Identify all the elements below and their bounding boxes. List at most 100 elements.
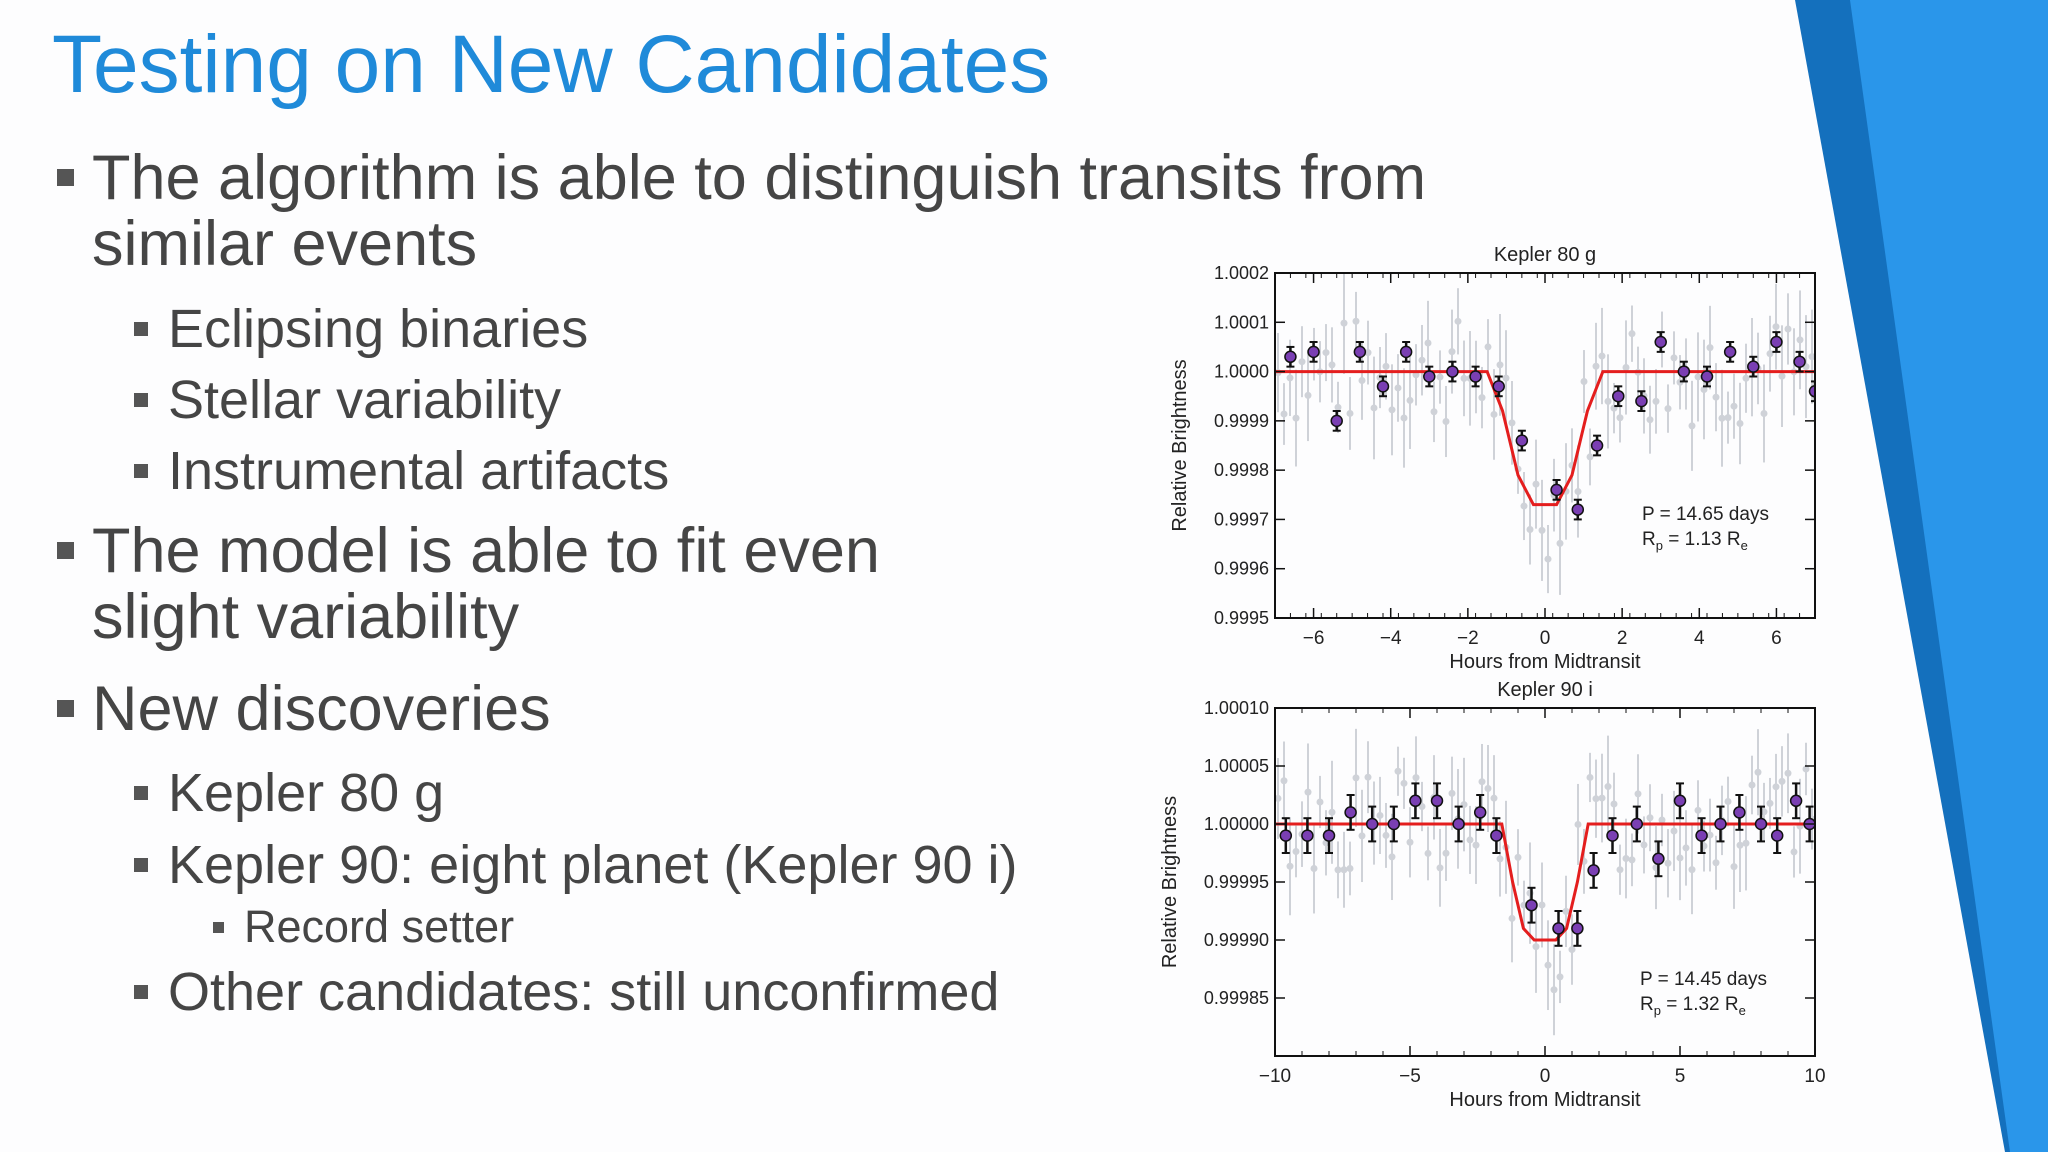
annotation-text: R [1640, 994, 1654, 1015]
y-tick-label: 0.9996 [1214, 559, 1269, 579]
bullet-text: similar events [92, 209, 478, 279]
bullet-text: slight variability [92, 582, 520, 652]
binned-point [1747, 360, 1760, 373]
annotation-text: R [1642, 529, 1656, 550]
raw-point [1352, 774, 1360, 782]
bullet-level1: The algorithm is able to distinguish tra… [57, 143, 1427, 279]
raw-point [1790, 848, 1798, 856]
raw-point [1550, 986, 1558, 994]
binned-point [1714, 817, 1727, 831]
raw-point [1580, 377, 1588, 385]
raw-point [1676, 854, 1684, 862]
raw-point [1364, 349, 1372, 357]
binned-point [1473, 806, 1487, 819]
y-tick-label: 0.9997 [1214, 509, 1269, 529]
binned-point [1673, 794, 1687, 808]
raw-point [1520, 502, 1528, 510]
bullet-text: The algorithm is able to distinguish tra… [92, 143, 1427, 213]
raw-point [1556, 973, 1564, 981]
raw-point [1364, 773, 1372, 781]
bullet-square-icon [213, 922, 224, 933]
binned-point [1635, 394, 1648, 408]
raw-point [1712, 859, 1720, 867]
raw-point [1304, 788, 1312, 796]
raw-point [1604, 397, 1612, 405]
x-tick-label: 2 [1617, 628, 1628, 649]
binned-point [1409, 794, 1422, 808]
binned-point [1571, 503, 1585, 516]
bullet-level2: Kepler 80 g [134, 764, 444, 822]
bullet-square-icon [57, 542, 74, 559]
binned-point [1322, 829, 1336, 842]
raw-point [1622, 855, 1630, 863]
raw-point [1778, 372, 1786, 380]
raw-point [1574, 488, 1582, 496]
raw-point [1496, 855, 1504, 863]
binned-point [1770, 829, 1784, 842]
raw-point [1526, 526, 1534, 534]
bullet-text: New discoveries [92, 674, 551, 744]
annotation-text: = 1.32 R [1661, 994, 1739, 1015]
raw-point [1724, 414, 1732, 422]
binned-point [1789, 794, 1803, 808]
bullet-square-icon [57, 169, 74, 186]
slide-title: Testing on New Candidates [52, 19, 1051, 110]
raw-point [1388, 406, 1396, 414]
binned-point [1733, 806, 1746, 819]
raw-point [1730, 863, 1738, 871]
x-tick-label: −6 [1303, 628, 1325, 649]
x-tick-label: 0 [1540, 628, 1551, 649]
raw-point [1652, 397, 1660, 405]
raw-point [1598, 794, 1606, 802]
chart-kepler-90i: −10 −5 0 5 10 1.00010 1.00005 1.00000 0.99995 0.9… [1159, 680, 1826, 1111]
raw-point [1394, 384, 1402, 392]
raw-point [1310, 865, 1318, 873]
annotation-subscript: e [1741, 538, 1748, 553]
raw-point [1700, 385, 1708, 393]
raw-point [1436, 864, 1444, 872]
raw-point [1592, 362, 1600, 370]
binned-point [1630, 817, 1644, 831]
raw-point [1430, 408, 1438, 416]
raw-point [1490, 410, 1498, 418]
raw-point [1478, 778, 1486, 786]
raw-point [1382, 362, 1390, 370]
plot-area [1275, 273, 1815, 595]
y-tick-label: 0.9995 [1214, 608, 1269, 628]
chart-title: Kepler 80 g [1494, 244, 1596, 266]
raw-point [1742, 374, 1750, 382]
raw-point [1286, 862, 1294, 870]
annotation-radius: Rp = 1.13 Re [1642, 529, 1748, 553]
bullet-square-icon [134, 786, 148, 800]
raw-point [1322, 349, 1330, 357]
binned-point [1793, 355, 1806, 368]
raw-point [1424, 849, 1432, 857]
raw-point [1646, 416, 1654, 424]
raw-point [1538, 901, 1546, 909]
binned-point [1695, 829, 1708, 842]
y-tick-label: 0.9998 [1214, 460, 1269, 480]
bullet-square-icon [134, 464, 148, 478]
raw-point [1616, 414, 1624, 422]
binned-point [1612, 389, 1625, 403]
binned-point [1808, 385, 1815, 398]
binned-point [1452, 817, 1465, 831]
raw-point [1664, 405, 1672, 413]
binned-point [1700, 370, 1714, 383]
bullet-text: Kepler 90: eight planet (Kepler 90 i) [168, 835, 1018, 895]
raw-point [1280, 777, 1288, 785]
x-tick-label: −2 [1457, 628, 1479, 649]
binned-point [1446, 365, 1459, 378]
raw-point [1370, 404, 1378, 412]
raw-point [1796, 336, 1804, 344]
bullet-level1: New discoveries [57, 674, 551, 744]
bullet-level1: The model is able to fit even slight vari… [57, 518, 880, 652]
raw-point [1280, 410, 1288, 418]
model-line [1275, 370, 1815, 507]
x-tick-label: 10 [1804, 1066, 1825, 1087]
raw-point [1442, 418, 1450, 426]
binned-point [1723, 345, 1737, 359]
raw-point [1694, 373, 1702, 381]
binned-point [1469, 370, 1482, 383]
